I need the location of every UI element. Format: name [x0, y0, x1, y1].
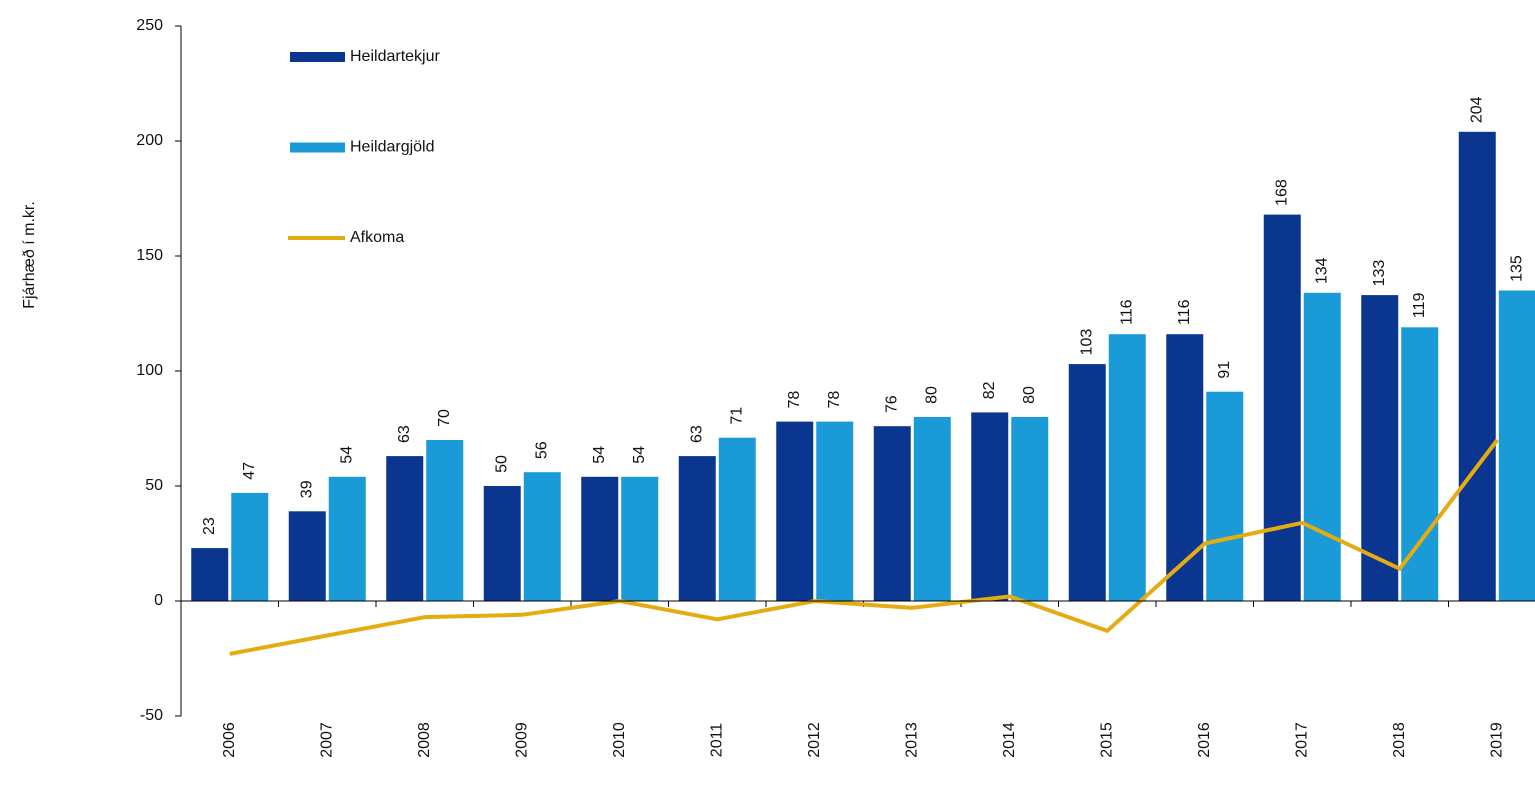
- bar: [1498, 290, 1535, 601]
- value-label: 204: [1468, 96, 1485, 123]
- x-tick-label: 2016: [1196, 722, 1213, 758]
- x-tick-label: 2011: [708, 723, 725, 758]
- value-label: 80: [1021, 386, 1038, 404]
- value-label: 135: [1508, 255, 1525, 282]
- bar: [523, 472, 561, 601]
- value-label: 50: [493, 455, 510, 473]
- x-tick-label: 2015: [1098, 722, 1115, 758]
- value-label: 76: [883, 395, 900, 413]
- x-tick-label: 2008: [416, 722, 433, 758]
- bar: [1361, 295, 1399, 601]
- legend-swatch: [290, 142, 345, 153]
- value-label: 133: [1371, 260, 1388, 287]
- value-label: 103: [1078, 329, 1095, 356]
- value-label: 116: [1118, 299, 1135, 325]
- x-tick-label: 2017: [1293, 722, 1310, 758]
- bar: [776, 421, 814, 601]
- bar: [386, 456, 424, 601]
- x-tick-label: 2010: [611, 722, 628, 758]
- legend-label: Afkoma: [350, 229, 404, 246]
- value-label: 70: [436, 409, 453, 427]
- bar: [1011, 417, 1049, 601]
- bar: [288, 511, 326, 601]
- value-label: 23: [201, 517, 218, 535]
- value-label: 47: [241, 462, 258, 480]
- value-label: 54: [591, 446, 608, 464]
- bar: [621, 476, 659, 601]
- value-label: 82: [981, 381, 998, 399]
- y-axis-title: Fjárhæð í m.kr.: [21, 201, 38, 309]
- value-label: 63: [396, 425, 413, 443]
- value-label: 116: [1176, 299, 1193, 325]
- y-tick-label: 250: [136, 17, 163, 34]
- x-tick-label: 2012: [806, 722, 823, 758]
- y-tick-label: 0: [154, 592, 163, 609]
- bar: [1263, 214, 1301, 601]
- legend-swatch: [290, 52, 345, 62]
- bar: [678, 456, 716, 601]
- bar: [971, 412, 1009, 601]
- bar: [231, 492, 269, 601]
- y-tick-label: 200: [136, 132, 163, 149]
- bar: [1303, 292, 1341, 601]
- x-tick-label: 2014: [1001, 722, 1018, 758]
- bar: [913, 417, 951, 601]
- bar: [426, 440, 464, 601]
- bar: [873, 426, 911, 601]
- bar: [581, 476, 619, 601]
- value-label: 54: [338, 446, 355, 464]
- x-tick-label: 2006: [221, 722, 238, 758]
- value-label: 119: [1411, 292, 1428, 318]
- value-label: 71: [728, 407, 745, 425]
- value-label: 168: [1273, 179, 1290, 206]
- bar: [483, 486, 521, 601]
- bar: [1068, 364, 1106, 601]
- y-tick-label: 150: [136, 247, 163, 264]
- x-tick-label: 2013: [903, 722, 920, 758]
- y-tick-label: 100: [136, 362, 163, 379]
- y-tick-label: 50: [145, 477, 163, 494]
- x-tick-label: 2007: [318, 722, 335, 758]
- bar: [1166, 334, 1204, 601]
- bar: [328, 476, 366, 601]
- x-tick-label: 2018: [1391, 722, 1408, 758]
- bar: [1108, 334, 1146, 601]
- value-label: 63: [688, 425, 705, 443]
- value-label: 39: [298, 480, 315, 498]
- bar: [191, 548, 229, 601]
- value-label: 134: [1313, 257, 1330, 284]
- bar: [816, 421, 854, 601]
- x-tick-label: 2019: [1488, 722, 1505, 758]
- bar: [1458, 131, 1496, 602]
- value-label: 80: [923, 386, 940, 404]
- bar: [718, 437, 756, 601]
- y-tick-label: -50: [140, 707, 163, 724]
- line: [229, 438, 1499, 656]
- value-label: 91: [1216, 361, 1233, 379]
- legend-label: Heildartekjur: [350, 48, 440, 65]
- bar: [1206, 391, 1244, 601]
- value-label: 78: [786, 391, 803, 409]
- value-label: 56: [533, 441, 550, 459]
- value-label: 78: [826, 391, 843, 409]
- value-label: 54: [631, 446, 648, 464]
- x-tick-label: 2009: [513, 722, 530, 758]
- legend-label: Heildargjöld: [350, 139, 435, 156]
